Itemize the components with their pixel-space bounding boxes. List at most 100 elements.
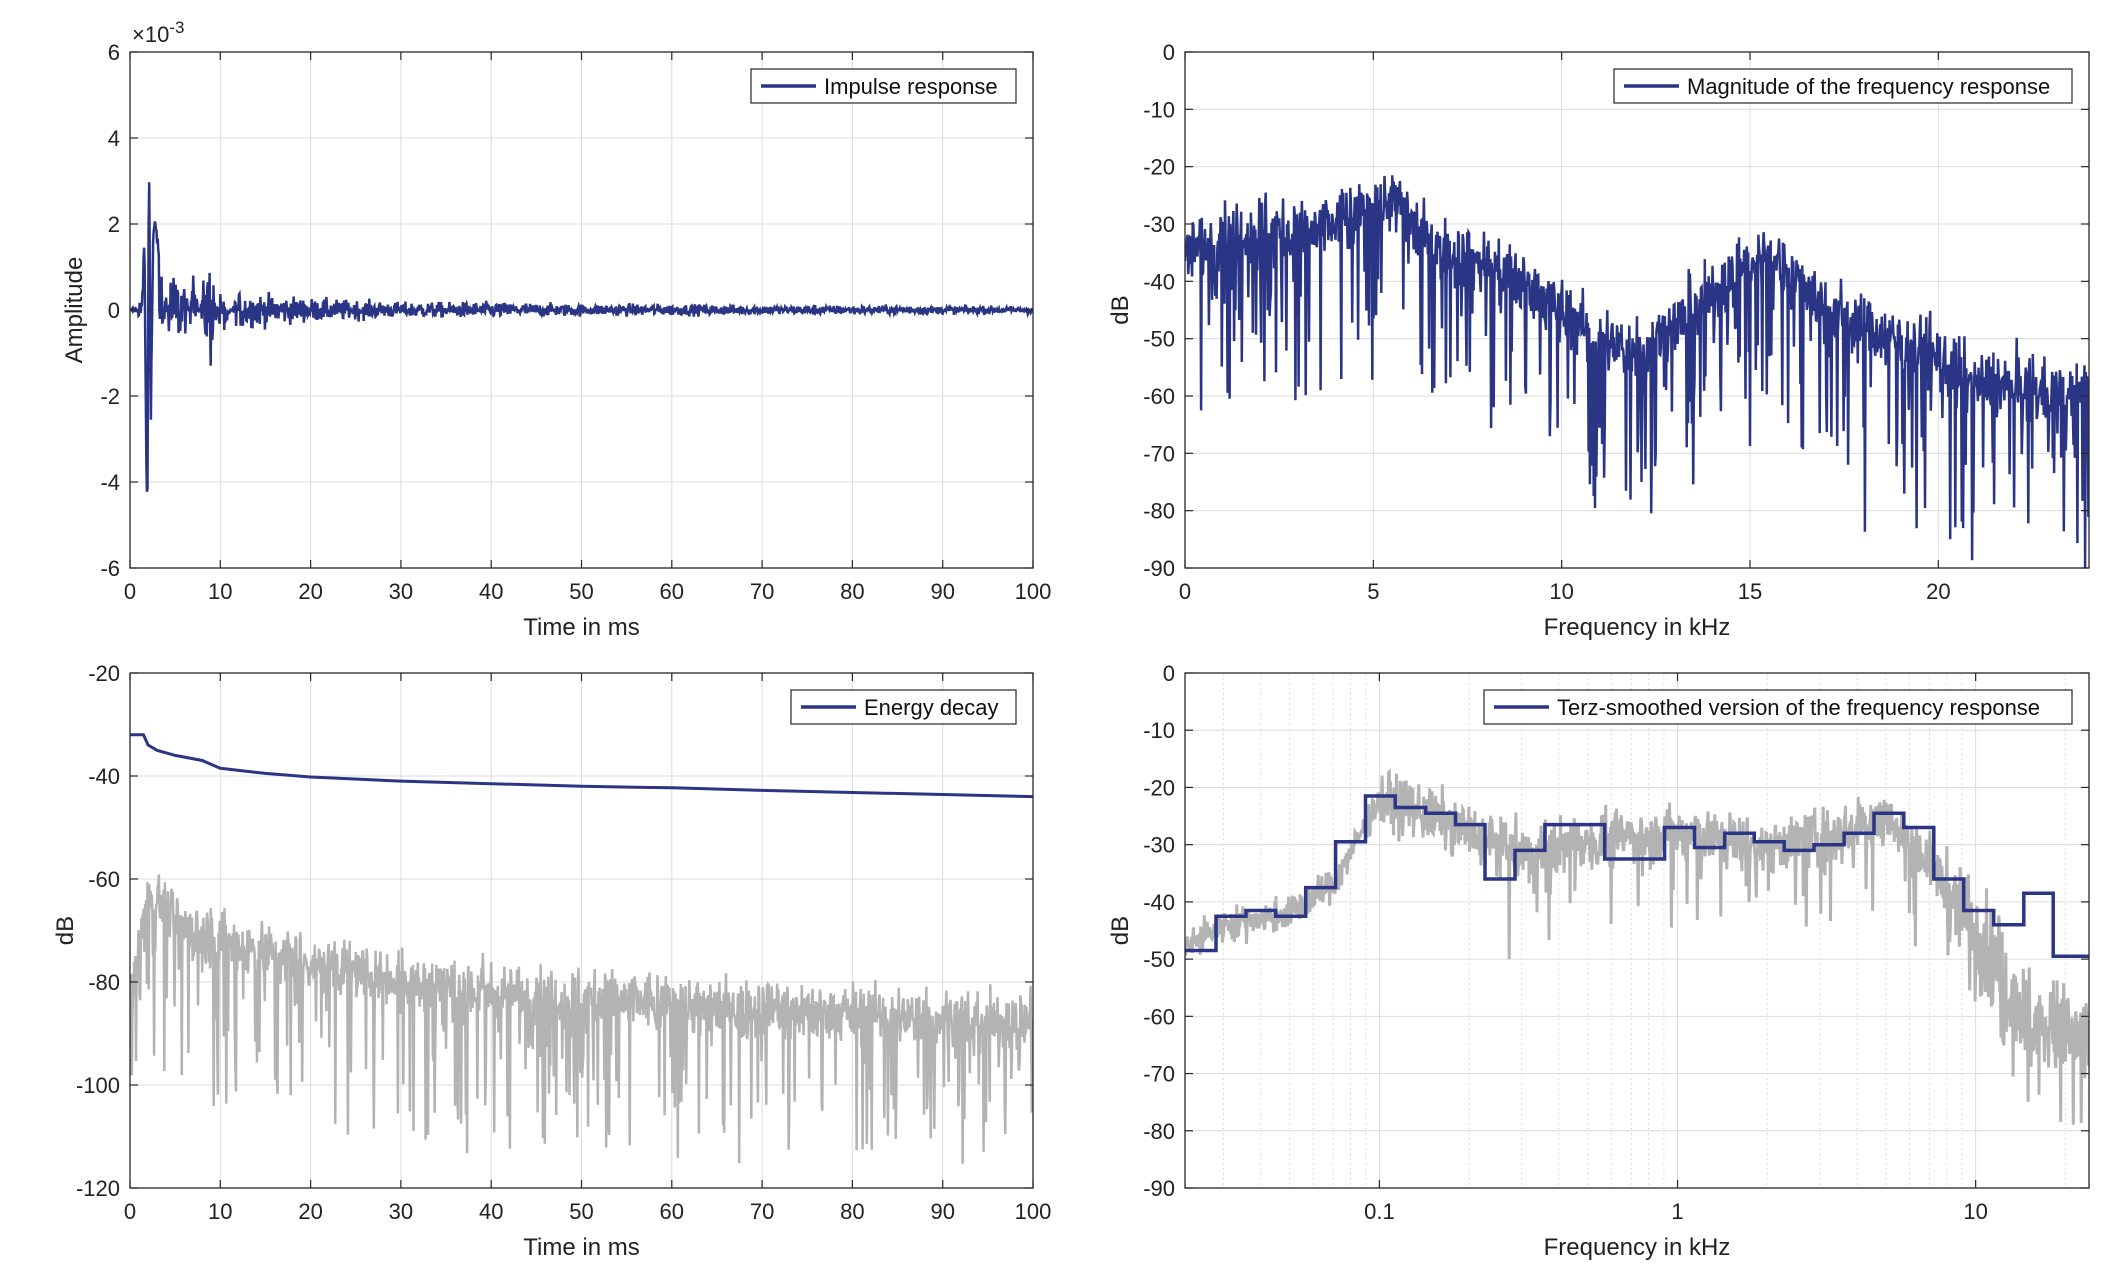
x-tick-label: 10 xyxy=(1549,579,1573,604)
x-tick-label: 30 xyxy=(389,1199,413,1224)
y-tick-label: -10 xyxy=(1143,718,1175,743)
y-tick-label: -60 xyxy=(1143,384,1175,409)
axes-box xyxy=(1184,672,2090,1189)
y-tick-label: -2 xyxy=(100,384,120,409)
y-axis-label: dB xyxy=(1107,916,1134,945)
series-line-terz-smoothed xyxy=(1185,794,2089,959)
y-tick-label: -90 xyxy=(1143,1176,1175,1201)
series-line-magnitude xyxy=(1185,175,2089,568)
x-tick-label: 80 xyxy=(840,579,864,604)
y-tick-label: -50 xyxy=(1143,947,1175,972)
y-tick-label: 6 xyxy=(108,40,120,65)
x-axis-label: Time in ms xyxy=(523,614,639,641)
data-layer xyxy=(1185,768,2089,1125)
y-tick-label: 0 xyxy=(1163,40,1175,65)
legend-box xyxy=(1613,68,2073,104)
data-layer xyxy=(1185,175,2089,568)
legend: Energy decay xyxy=(790,689,1017,725)
y-tick-label: -80 xyxy=(1143,499,1175,524)
plot-terz: 0.1 1 10 0 -10 -20 -30 -40 -50 -60 -70 -80 -90 Freque… xyxy=(1107,661,2090,1261)
y-tick-label: 0 xyxy=(108,298,120,323)
series-line-energy-decay xyxy=(130,733,1033,799)
data-layer xyxy=(130,182,1033,492)
x-tick-label: 80 xyxy=(840,1199,864,1224)
y-tick-label: -70 xyxy=(1143,1062,1175,1087)
y-tick-label: -20 xyxy=(88,661,120,686)
y-tick-label: 4 xyxy=(108,126,120,151)
x-tick-label: 70 xyxy=(750,579,774,604)
y-tick-label: -60 xyxy=(88,867,120,892)
x-tick-label: 1 xyxy=(1671,1199,1683,1224)
axes-box xyxy=(1184,51,2090,569)
y-tick-label: -90 xyxy=(1143,556,1175,581)
x-tick-label: 50 xyxy=(569,1199,593,1224)
x-tick-label: 20 xyxy=(1926,579,1950,604)
data-layer xyxy=(130,733,1033,1164)
x-tick-label: 5 xyxy=(1367,579,1379,604)
y-exponent-base: ×10 xyxy=(132,22,169,47)
legend-label: Energy decay xyxy=(864,695,999,720)
legend: Magnitude of the frequency response xyxy=(1613,68,2073,104)
legend-label: Impulse response xyxy=(824,74,998,99)
plot-area xyxy=(1185,673,2089,1188)
x-tick-label: 100 xyxy=(1015,579,1052,604)
legend-box xyxy=(1483,689,2073,725)
y-exponent-power: -3 xyxy=(169,18,184,37)
x-tick-label: 10 xyxy=(1963,1199,1987,1224)
x-tick-label: 10 xyxy=(208,579,232,604)
y-tick-label: -70 xyxy=(1143,441,1175,466)
x-tick-label: 70 xyxy=(750,1199,774,1224)
x-axis-label: Time in ms xyxy=(523,1234,639,1261)
x-axis-label: Frequency in kHz xyxy=(1544,614,1731,641)
x-tick-label: 20 xyxy=(298,1199,322,1224)
x-tick-label: 10 xyxy=(208,1199,232,1224)
x-tick-label: 0.1 xyxy=(1364,1199,1395,1224)
x-tick-label: 20 xyxy=(298,579,322,604)
y-tick-label: 0 xyxy=(1163,661,1175,686)
y-tick-label: -40 xyxy=(1143,269,1175,294)
minor-grid xyxy=(1223,673,2066,1188)
y-tick-label: -20 xyxy=(1143,155,1175,180)
legend: Terz-smoothed version of the frequency r… xyxy=(1483,689,2073,725)
series-line-energy-gray xyxy=(130,874,1033,1164)
y-tick-label: 2 xyxy=(108,212,120,237)
plot-magnitude: 0 5 10 15 20 0 -10 -20 -30 -40 -50 -60 -70 -80 -90 Freq… xyxy=(1107,40,2090,641)
y-tick-label: -10 xyxy=(1143,97,1175,122)
y-tick-label: -30 xyxy=(1143,833,1175,858)
y-tick-label: -50 xyxy=(1143,327,1175,352)
legend-label: Terz-smoothed version of the frequency r… xyxy=(1557,695,2040,720)
y-tick-label: -100 xyxy=(76,1073,120,1098)
x-tick-label: 40 xyxy=(479,1199,503,1224)
y-tick-label: -40 xyxy=(1143,890,1175,915)
y-exponent-label: ×10-3 xyxy=(132,18,184,47)
y-tick-label: -4 xyxy=(100,470,120,495)
x-tick-label: 0 xyxy=(124,579,136,604)
y-tick-label: -120 xyxy=(76,1176,120,1201)
y-tick-label: -80 xyxy=(1143,1119,1175,1144)
y-axis-label: dB xyxy=(1107,295,1134,324)
y-axis-label: dB xyxy=(52,916,79,945)
legend-label: Magnitude of the frequency response xyxy=(1687,74,2050,99)
legend: Impulse response xyxy=(750,68,1017,104)
x-tick-label: 90 xyxy=(930,1199,954,1224)
x-tick-label: 30 xyxy=(389,579,413,604)
x-tick-label: 0 xyxy=(1179,579,1191,604)
x-tick-label: 90 xyxy=(930,579,954,604)
y-tick-label: -40 xyxy=(88,764,120,789)
x-tick-label: 100 xyxy=(1015,1199,1052,1224)
series-line-impulse-response xyxy=(130,182,1033,492)
plot-impulse: 0 10 20 30 40 50 60 70 80 90 100 -6 -4 -2 0 2 4 6 Time in … xyxy=(61,18,1051,641)
y-tick-label: -80 xyxy=(88,970,120,995)
x-axis-label: Frequency in kHz xyxy=(1544,1234,1731,1261)
y-tick-label: -20 xyxy=(1143,775,1175,800)
y-tick-label: -6 xyxy=(100,556,120,581)
y-tick-label: -60 xyxy=(1143,1004,1175,1029)
y-tick-label: -30 xyxy=(1143,212,1175,237)
x-tick-label: 40 xyxy=(479,579,503,604)
x-tick-label: 15 xyxy=(1738,579,1762,604)
x-tick-label: 60 xyxy=(660,1199,684,1224)
plot-energy_decay: 0 10 20 30 40 50 60 70 80 90 100 -20 -40 -60 -80 -100 -1… xyxy=(52,661,1051,1261)
x-tick-label: 50 xyxy=(569,579,593,604)
x-tick-label: 0 xyxy=(124,1199,136,1224)
